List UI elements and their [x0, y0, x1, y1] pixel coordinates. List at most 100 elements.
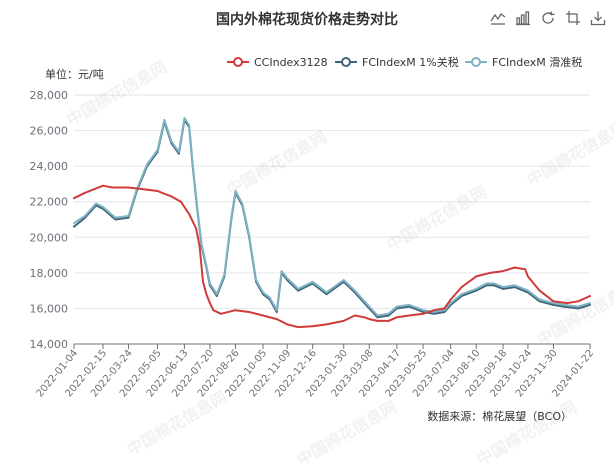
- data-point: [552, 304, 555, 306]
- series-line: [73, 117, 591, 317]
- data-point: [577, 300, 580, 303]
- data-point: [502, 270, 504, 272]
- data-point: [191, 163, 194, 166]
- data-point: [395, 316, 398, 319]
- legend-label: FCIndexM 1%关税: [362, 55, 459, 69]
- legend-label: CCIndex3128: [254, 56, 328, 69]
- data-point: [215, 293, 218, 296]
- data-point: [443, 307, 446, 310]
- data-point: [408, 305, 411, 308]
- data-point: [376, 320, 379, 322]
- data-point: [73, 222, 75, 225]
- data-point: [275, 311, 278, 313]
- data-point: [286, 277, 289, 280]
- data-point: [538, 300, 541, 303]
- y-tick-label: 26,000: [30, 125, 69, 138]
- y-tick-label: 16,000: [30, 302, 69, 315]
- data-point: [566, 302, 569, 304]
- data-point: [422, 311, 424, 313]
- data-point: [502, 286, 504, 288]
- data-point: [395, 305, 398, 308]
- data-point: [353, 314, 356, 317]
- data-point: [127, 215, 130, 217]
- data-point: [562, 304, 565, 306]
- data-point: [178, 151, 180, 153]
- data-point: [180, 200, 182, 203]
- data-point: [297, 326, 300, 328]
- data-point: [286, 323, 289, 326]
- data-point: [248, 311, 251, 313]
- data-point: [325, 291, 328, 294]
- y-tick-label: 22,000: [30, 196, 69, 209]
- data-point: [513, 266, 516, 269]
- data-point: [170, 195, 173, 198]
- data-point: [262, 314, 264, 317]
- data-point: [589, 304, 591, 306]
- data-point: [156, 190, 159, 192]
- data-point: [552, 300, 555, 303]
- data-point: [368, 305, 371, 308]
- data-point: [443, 309, 446, 312]
- data-point: [215, 295, 218, 297]
- data-point: [248, 234, 251, 237]
- y-tick-label: 18,000: [30, 267, 69, 280]
- data-point: [363, 316, 366, 319]
- data-point: [460, 286, 463, 288]
- data-point: [297, 289, 300, 292]
- data-point: [297, 288, 300, 290]
- data-point: [342, 320, 345, 322]
- data-point: [280, 270, 283, 272]
- legend-marker[interactable]: [471, 57, 481, 67]
- data-point: [353, 289, 356, 292]
- data-point: [146, 163, 149, 166]
- series-line: [73, 184, 591, 329]
- data-point: [577, 307, 580, 310]
- data-point: [198, 245, 201, 248]
- data-point: [163, 119, 166, 121]
- data-point: [493, 284, 495, 287]
- source-note: 数据来源：棉花展望（BCO）: [427, 409, 572, 423]
- data-point: [475, 275, 478, 278]
- legend-label: FCIndexM 滑准税: [492, 55, 582, 69]
- data-point: [325, 293, 328, 296]
- crop-icon[interactable]: [565, 10, 581, 26]
- data-point: [449, 298, 452, 301]
- data-point: [311, 280, 314, 283]
- data-point: [527, 275, 529, 278]
- data-point: [205, 264, 208, 267]
- download-icon[interactable]: [590, 10, 606, 26]
- data-point: [443, 311, 446, 313]
- data-point: [212, 309, 215, 312]
- data-point: [275, 318, 278, 320]
- data-point: [376, 314, 379, 317]
- data-point: [114, 218, 117, 221]
- data-point: [475, 288, 478, 290]
- data-point: [202, 280, 204, 283]
- data-point: [127, 216, 130, 219]
- refresh-icon[interactable]: [540, 10, 556, 26]
- data-point: [422, 309, 424, 312]
- bar-chart-icon[interactable]: [515, 10, 531, 26]
- chart-title: 国内外棉花现货价格走势对比: [216, 11, 398, 28]
- data-point: [275, 309, 278, 312]
- data-point: [538, 298, 541, 301]
- data-point: [475, 289, 478, 292]
- data-point: [538, 289, 541, 292]
- data-point: [269, 296, 271, 299]
- data-point: [376, 316, 379, 319]
- data-point: [205, 293, 208, 296]
- data-point: [223, 273, 226, 276]
- data-point: [178, 152, 180, 155]
- chart-svg: 国内外棉花现货价格走势对比 14,000 16,000 18,000 20,000 22,…: [30, 11, 597, 423]
- line-chart-icon[interactable]: [490, 10, 506, 26]
- legend-marker[interactable]: [233, 57, 243, 67]
- data-point: [230, 216, 233, 219]
- data-point: [387, 320, 390, 322]
- data-point: [527, 289, 529, 292]
- data-point: [195, 202, 198, 205]
- data-point: [460, 293, 463, 296]
- legend-marker[interactable]: [341, 57, 351, 67]
- data-point: [156, 149, 159, 152]
- data-point: [188, 124, 191, 127]
- data-point: [209, 302, 211, 304]
